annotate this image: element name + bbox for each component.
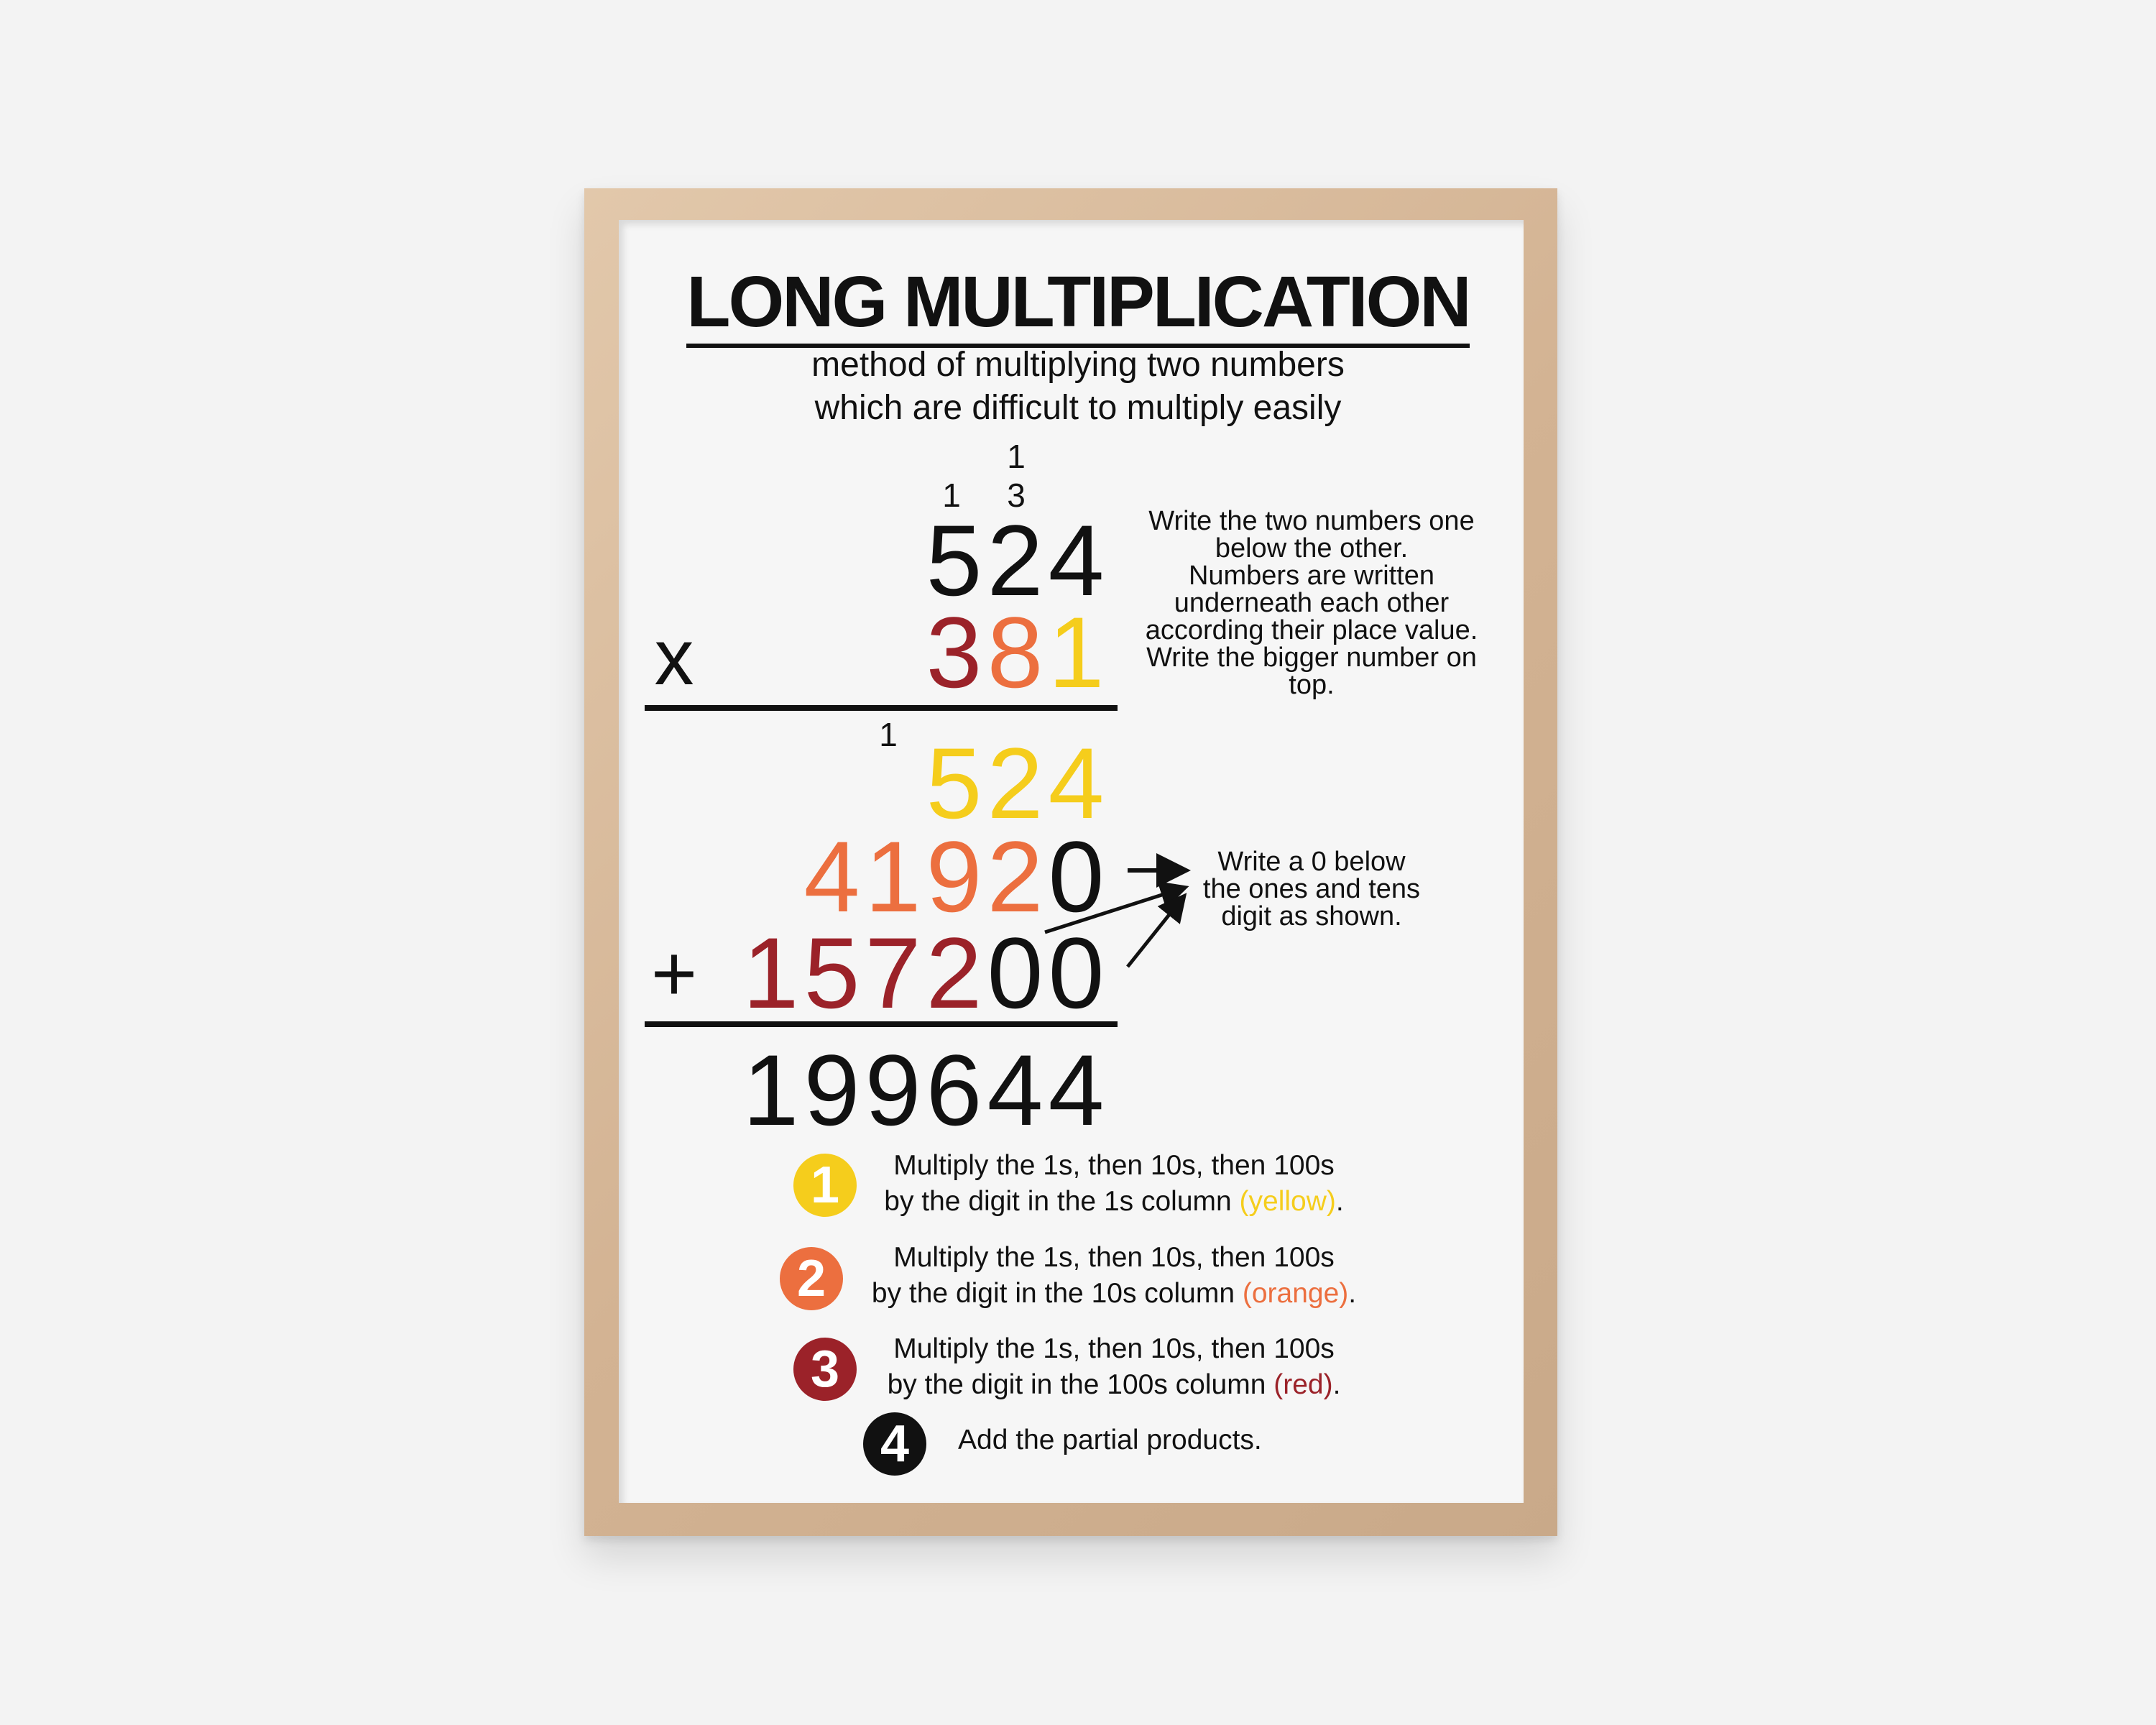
step-2-badge: 2 xyxy=(780,1247,843,1310)
step-line: by the digit in the 100s column (red). xyxy=(841,1367,1387,1403)
note-line: according their place value. xyxy=(1145,615,1478,645)
digit: 5 xyxy=(926,727,982,840)
carry-digit: 1 xyxy=(879,716,898,753)
poster xyxy=(619,220,1524,1503)
plus-sign: + xyxy=(650,929,698,1018)
digit: 6 xyxy=(926,1034,982,1146)
step-text: by the digit in the 1s column xyxy=(884,1186,1240,1217)
digit: 1 xyxy=(865,820,921,933)
note-line: Numbers are written xyxy=(1188,561,1435,591)
note-line: top. xyxy=(1289,670,1335,700)
arrow-icon xyxy=(1126,893,1187,968)
step-line: Multiply the 1s, then 10s, then 100s xyxy=(893,1150,1335,1181)
digit: 4 xyxy=(1048,1034,1105,1146)
poster-title: LONG MULTIPLICATION xyxy=(0,261,2156,348)
note-line: the ones and tens xyxy=(1202,874,1421,904)
digit: 3 xyxy=(926,596,982,709)
note-line: Write the two numbers one xyxy=(1148,506,1475,536)
digit: 1 xyxy=(742,916,799,1029)
note-line: Write the bigger number on xyxy=(1146,643,1477,673)
divider-line xyxy=(645,1021,1118,1027)
title-text: LONG MULTIPLICATION xyxy=(686,262,1472,348)
step-3-text: Multiply the 1s, then 10s, then 100s by … xyxy=(841,1331,1387,1403)
step-text: by the digit in the 10s column xyxy=(871,1278,1243,1309)
digit: 2 xyxy=(987,820,1044,933)
digit: 1 xyxy=(742,1034,799,1146)
step-period: . xyxy=(1348,1278,1357,1309)
digit: 4 xyxy=(987,1034,1044,1146)
digit: 4 xyxy=(1048,504,1105,617)
note-place-value: Write the two numbers one below the othe… xyxy=(1110,507,1513,699)
carry-digit: 1 xyxy=(1007,438,1026,475)
step-1-badge: 1 xyxy=(793,1154,857,1217)
digit: 4 xyxy=(803,820,860,933)
digit: 5 xyxy=(926,504,982,617)
color-hint: (orange) xyxy=(1242,1278,1349,1309)
digit: 1 xyxy=(1048,596,1105,709)
times-sign: x xyxy=(654,613,694,702)
step-2-text: Multiply the 1s, then 10s, then 100s by … xyxy=(841,1240,1387,1312)
color-hint: (red) xyxy=(1273,1369,1333,1400)
digit: 0 xyxy=(1048,820,1105,933)
step-1-text: Multiply the 1s, then 10s, then 100s by … xyxy=(841,1148,1387,1220)
digit: 9 xyxy=(865,1034,921,1146)
step-4-text: Add the partial products. xyxy=(958,1425,1262,1455)
digit: 9 xyxy=(926,820,982,933)
digit: 2 xyxy=(987,727,1044,840)
digit: 2 xyxy=(926,916,982,1029)
carry-digit: 3 xyxy=(1007,477,1026,514)
digit: 2 xyxy=(987,504,1044,617)
digit: 8 xyxy=(987,596,1044,709)
step-line: Multiply the 1s, then 10s, then 100s xyxy=(893,1242,1335,1273)
note-zeros: Write a 0 below the ones and tens digit … xyxy=(1110,848,1513,930)
step-line: by the digit in the 10s column (orange). xyxy=(841,1276,1387,1312)
step-period: . xyxy=(1332,1369,1341,1400)
note-line: below the other. xyxy=(1215,533,1409,564)
step-4-badge: 4 xyxy=(863,1412,926,1476)
step-text: by the digit in the 100s column xyxy=(887,1369,1274,1400)
subtitle-line-2: which are difficult to multiply easily xyxy=(814,389,1342,427)
note-line: digit as shown. xyxy=(1221,901,1402,932)
subtitle-line-1: method of multiplying two numbers xyxy=(811,346,1345,384)
digit: 0 xyxy=(1048,916,1105,1029)
digit: 0 xyxy=(987,916,1044,1029)
note-line: underneath each other xyxy=(1174,588,1450,618)
step-line: Multiply the 1s, then 10s, then 100s xyxy=(893,1333,1335,1364)
digit: 9 xyxy=(803,1034,860,1146)
carry-digit: 1 xyxy=(942,477,961,514)
divider-line xyxy=(645,705,1118,711)
step-3-badge: 3 xyxy=(793,1338,857,1401)
digit: 4 xyxy=(1048,727,1105,840)
color-hint: (yellow) xyxy=(1239,1186,1336,1217)
digit: 5 xyxy=(803,916,860,1029)
step-line: by the digit in the 1s column (yellow). xyxy=(841,1184,1387,1220)
note-line: Write a 0 below xyxy=(1217,847,1406,877)
digit: 7 xyxy=(865,916,921,1029)
picture-frame xyxy=(584,188,1557,1536)
step-period: . xyxy=(1335,1186,1344,1217)
